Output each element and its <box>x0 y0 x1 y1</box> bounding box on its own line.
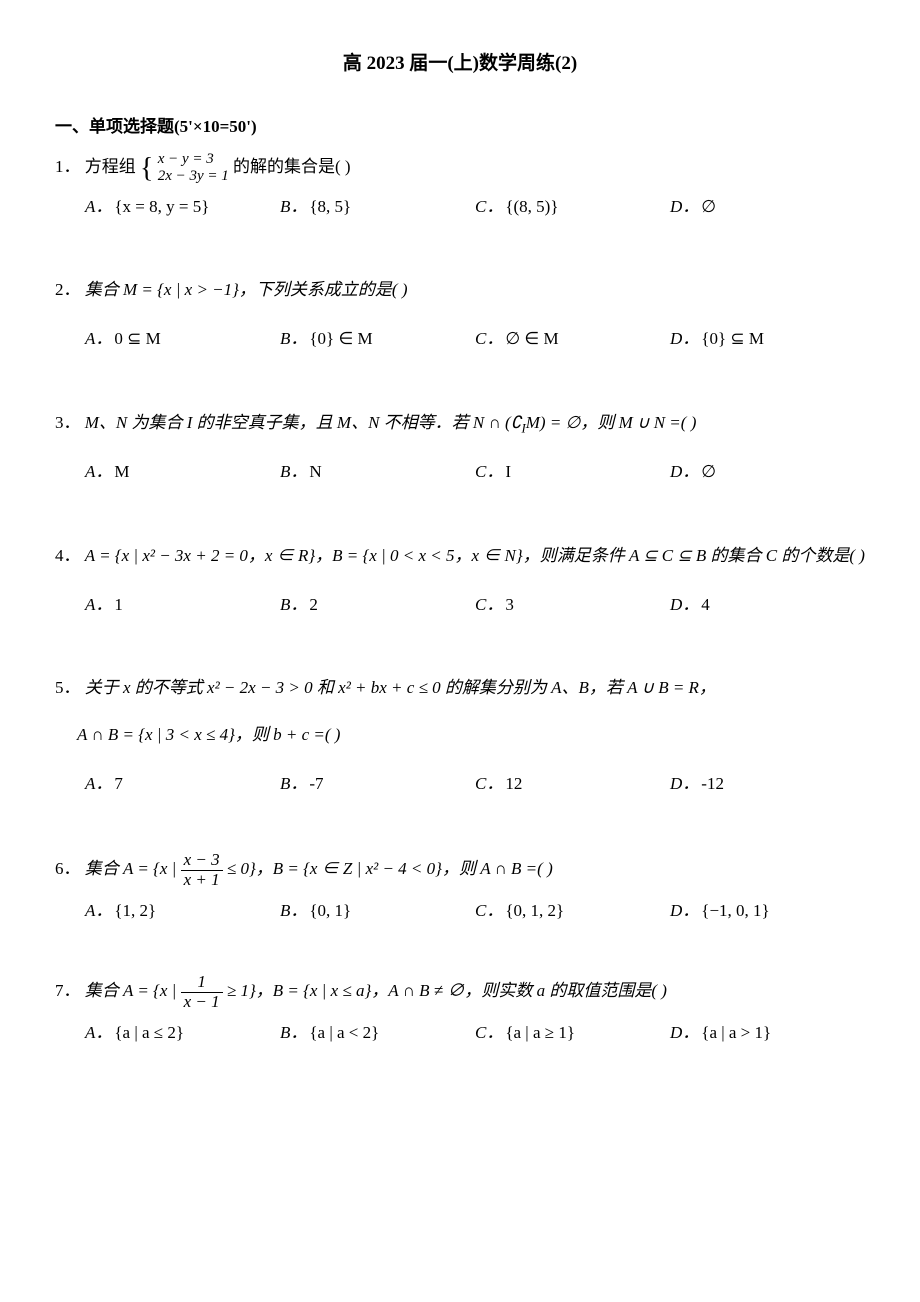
q5-option-d: D．-12 <box>670 771 865 797</box>
question-6: 6． 集合 A = {x | x − 3 x + 1 ≤ 0}，B = {x ∈… <box>55 851 865 923</box>
q5-option-a: A．7 <box>85 771 280 797</box>
q7-option-a: A．{a | a ≤ 2} <box>85 1020 280 1046</box>
q5-option-b: B．-7 <box>280 771 475 797</box>
q1-sys-line2: 2x − 3y = 1 <box>158 168 229 184</box>
q3-stem-text2: M) = ∅，则 M ∪ N =( ) <box>526 413 697 432</box>
q1-stem-post: 的解的集合是( ) <box>233 157 351 176</box>
q4-stem: 4． A = {x | x² − 3x + 2 = 0，x ∈ R}，B = {… <box>55 540 865 572</box>
q5-option-c: C．12 <box>475 771 670 797</box>
brace-icon: { <box>140 156 153 181</box>
q7-fraction: 1 x − 1 <box>181 973 223 1011</box>
q7-stem: 7． 集合 A = {x | 1 x − 1 ≥ 1}，B = {x | x ≤… <box>55 973 865 1011</box>
q5-stem-line1: 关于 x 的不等式 x² − 2x − 3 > 0 和 x² + bx + c … <box>85 678 716 697</box>
section-header: 一、单项选择题(5'×10=50') <box>55 114 865 140</box>
q7-frac-num: 1 <box>181 973 223 993</box>
q6-frac-den: x + 1 <box>181 871 223 890</box>
q3-option-a: A．M <box>85 459 280 485</box>
q6-option-c: C．{0, 1, 2} <box>475 898 670 924</box>
q1-options: A．{x = 8, y = 5} B．{8, 5} C．{(8, 5)} D．∅ <box>55 194 865 220</box>
q2-option-d: D．{0} ⊆ M <box>670 326 865 352</box>
q5-stem-line2-wrap: A ∩ B = {x | 3 < x ≤ 4}，则 b + c =( ) <box>55 719 865 751</box>
q4-stem-text: A = {x | x² − 3x + 2 = 0，x ∈ R}，B = {x |… <box>85 546 865 565</box>
q6-options: A．{1, 2} B．{0, 1} C．{0, 1, 2} D．{−1, 0, … <box>55 898 865 924</box>
q7-stem-post: ≥ 1}，B = {x | x ≤ a}，A ∩ B ≠ ∅，则实数 a 的取值… <box>227 981 667 1000</box>
q6-stem-post: ≤ 0}，B = {x ∈ Z | x² − 4 < 0}，则 A ∩ B =(… <box>227 860 553 879</box>
q2-number: 2． <box>55 280 81 299</box>
q3-option-d: D．∅ <box>670 459 865 485</box>
page-title: 高 2023 届一(上)数学周练(2) <box>55 50 865 79</box>
q3-stem-text1: M、N 为集合 I 的非空真子集，且 M、N 不相等．若 N ∩ (∁ <box>85 413 522 432</box>
q6-frac-num: x − 3 <box>181 851 223 871</box>
q1-option-b: B．{8, 5} <box>280 194 475 220</box>
q2-option-c: C．∅ ∈ M <box>475 326 670 352</box>
q5-stem: 5． 关于 x 的不等式 x² − 2x − 3 > 0 和 x² + bx +… <box>55 672 865 751</box>
q5-stem-line2: A ∩ B = {x | 3 < x ≤ 4}，则 b + c =( ) <box>77 725 340 744</box>
q2-stem-text: 集合 M = {x | x > −1}，下列关系成立的是( ) <box>85 280 408 299</box>
q2-option-b: B．{0} ∈ M <box>280 326 475 352</box>
q7-number: 7． <box>55 981 81 1000</box>
question-2: 2． 集合 M = {x | x > −1}，下列关系成立的是( ) A．0 ⊆… <box>55 274 865 352</box>
q7-option-d: D．{a | a > 1} <box>670 1020 865 1046</box>
q1-stem-pre: 方程组 <box>85 157 136 176</box>
q7-option-b: B．{a | a < 2} <box>280 1020 475 1046</box>
q1-option-d: D．∅ <box>670 194 865 220</box>
question-4: 4． A = {x | x² − 3x + 2 = 0，x ∈ R}，B = {… <box>55 540 865 618</box>
q3-option-c: C．I <box>475 459 670 485</box>
q6-number: 6． <box>55 860 81 879</box>
q1-number: 1． <box>55 157 81 176</box>
q1-option-a: A．{x = 8, y = 5} <box>85 194 280 220</box>
q4-options: A．1 B．2 C．3 D．4 <box>55 592 865 618</box>
q1-option-c: C．{(8, 5)} <box>475 194 670 220</box>
q2-option-a: A．0 ⊆ M <box>85 326 280 352</box>
question-7: 7． 集合 A = {x | 1 x − 1 ≥ 1}，B = {x | x ≤… <box>55 973 865 1045</box>
q1-sys-line1: x − y = 3 <box>158 151 214 167</box>
q6-option-d: D．{−1, 0, 1} <box>670 898 865 924</box>
q7-stem-pre: 集合 A = {x | <box>85 981 181 1000</box>
q4-number: 4． <box>55 546 81 565</box>
question-3: 3． M、N 为集合 I 的非空真子集，且 M、N 不相等．若 N ∩ (∁IM… <box>55 407 865 485</box>
q6-option-a: A．{1, 2} <box>85 898 280 924</box>
q3-number: 3． <box>55 413 81 432</box>
q4-option-a: A．1 <box>85 592 280 618</box>
q3-stem: 3． M、N 为集合 I 的非空真子集，且 M、N 不相等．若 N ∩ (∁IM… <box>55 407 865 439</box>
q1-stem: 1． 方程组 { x − y = 3 2x − 3y = 1 的解的集合是( ) <box>55 151 865 186</box>
q5-options: A．7 B．-7 C．12 D．-12 <box>55 771 865 797</box>
q6-stem-pre: 集合 A = {x | <box>85 860 181 879</box>
q1-system: x − y = 3 2x − 3y = 1 <box>158 151 229 186</box>
q6-fraction: x − 3 x + 1 <box>181 851 223 889</box>
q2-stem: 2． 集合 M = {x | x > −1}，下列关系成立的是( ) <box>55 274 865 306</box>
question-5: 5． 关于 x 的不等式 x² − 2x − 3 > 0 和 x² + bx +… <box>55 672 865 796</box>
q3-options: A．M B．N C．I D．∅ <box>55 459 865 485</box>
question-1: 1． 方程组 { x − y = 3 2x − 3y = 1 的解的集合是( )… <box>55 151 865 219</box>
q7-frac-den: x − 1 <box>181 993 223 1012</box>
q7-options: A．{a | a ≤ 2} B．{a | a < 2} C．{a | a ≥ 1… <box>55 1020 865 1046</box>
q2-options: A．0 ⊆ M B．{0} ∈ M C．∅ ∈ M D．{0} ⊆ M <box>55 326 865 352</box>
q3-option-b: B．N <box>280 459 475 485</box>
q6-stem: 6． 集合 A = {x | x − 3 x + 1 ≤ 0}，B = {x ∈… <box>55 851 865 889</box>
q4-option-d: D．4 <box>670 592 865 618</box>
q4-option-c: C．3 <box>475 592 670 618</box>
q5-number: 5． <box>55 678 81 697</box>
q6-option-b: B．{0, 1} <box>280 898 475 924</box>
q7-option-c: C．{a | a ≥ 1} <box>475 1020 670 1046</box>
q4-option-b: B．2 <box>280 592 475 618</box>
